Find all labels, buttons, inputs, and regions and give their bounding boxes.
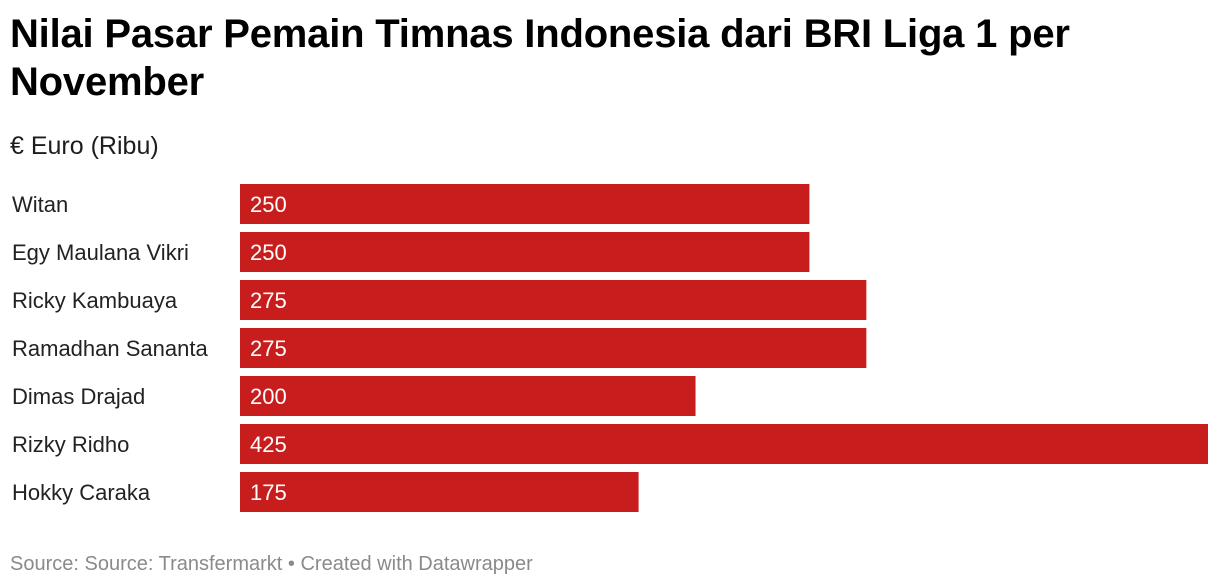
created-with-link[interactable]: Created with Datawrapper bbox=[300, 553, 533, 575]
chart-subtitle: € Euro (Ribu) bbox=[10, 132, 159, 160]
category-label: Rizky Ridho bbox=[12, 432, 129, 457]
category-label: Egy Maulana Vikri bbox=[12, 240, 189, 265]
value-label: 275 bbox=[250, 336, 287, 361]
category-label: Hokky Caraka bbox=[12, 480, 151, 505]
bar[interactable] bbox=[240, 232, 810, 272]
bar[interactable] bbox=[240, 472, 639, 512]
separator-dot: • bbox=[287, 553, 295, 575]
value-label: 200 bbox=[250, 384, 287, 409]
value-label: 250 bbox=[250, 192, 287, 217]
category-label: Dimas Drajad bbox=[12, 384, 145, 409]
bar[interactable] bbox=[240, 424, 1208, 464]
source-text: Source: Source: Transfermarkt bbox=[10, 553, 283, 575]
category-label: Ramadhan Sananta bbox=[12, 336, 208, 361]
category-label: Witan bbox=[12, 192, 68, 217]
value-label: 275 bbox=[250, 288, 287, 313]
category-label: Ricky Kambuaya bbox=[12, 288, 178, 313]
bar[interactable] bbox=[240, 184, 810, 224]
value-label: 175 bbox=[250, 480, 287, 505]
bar[interactable] bbox=[240, 376, 696, 416]
bar[interactable] bbox=[240, 328, 867, 368]
chart-footer: Source: Source: Transfermarkt • Created … bbox=[10, 551, 533, 577]
chart-title: Nilai Pasar Pemain Timnas Indonesia dari… bbox=[10, 12, 1070, 104]
value-label: 250 bbox=[250, 240, 287, 265]
value-label: 425 bbox=[250, 432, 287, 457]
bar[interactable] bbox=[240, 280, 867, 320]
